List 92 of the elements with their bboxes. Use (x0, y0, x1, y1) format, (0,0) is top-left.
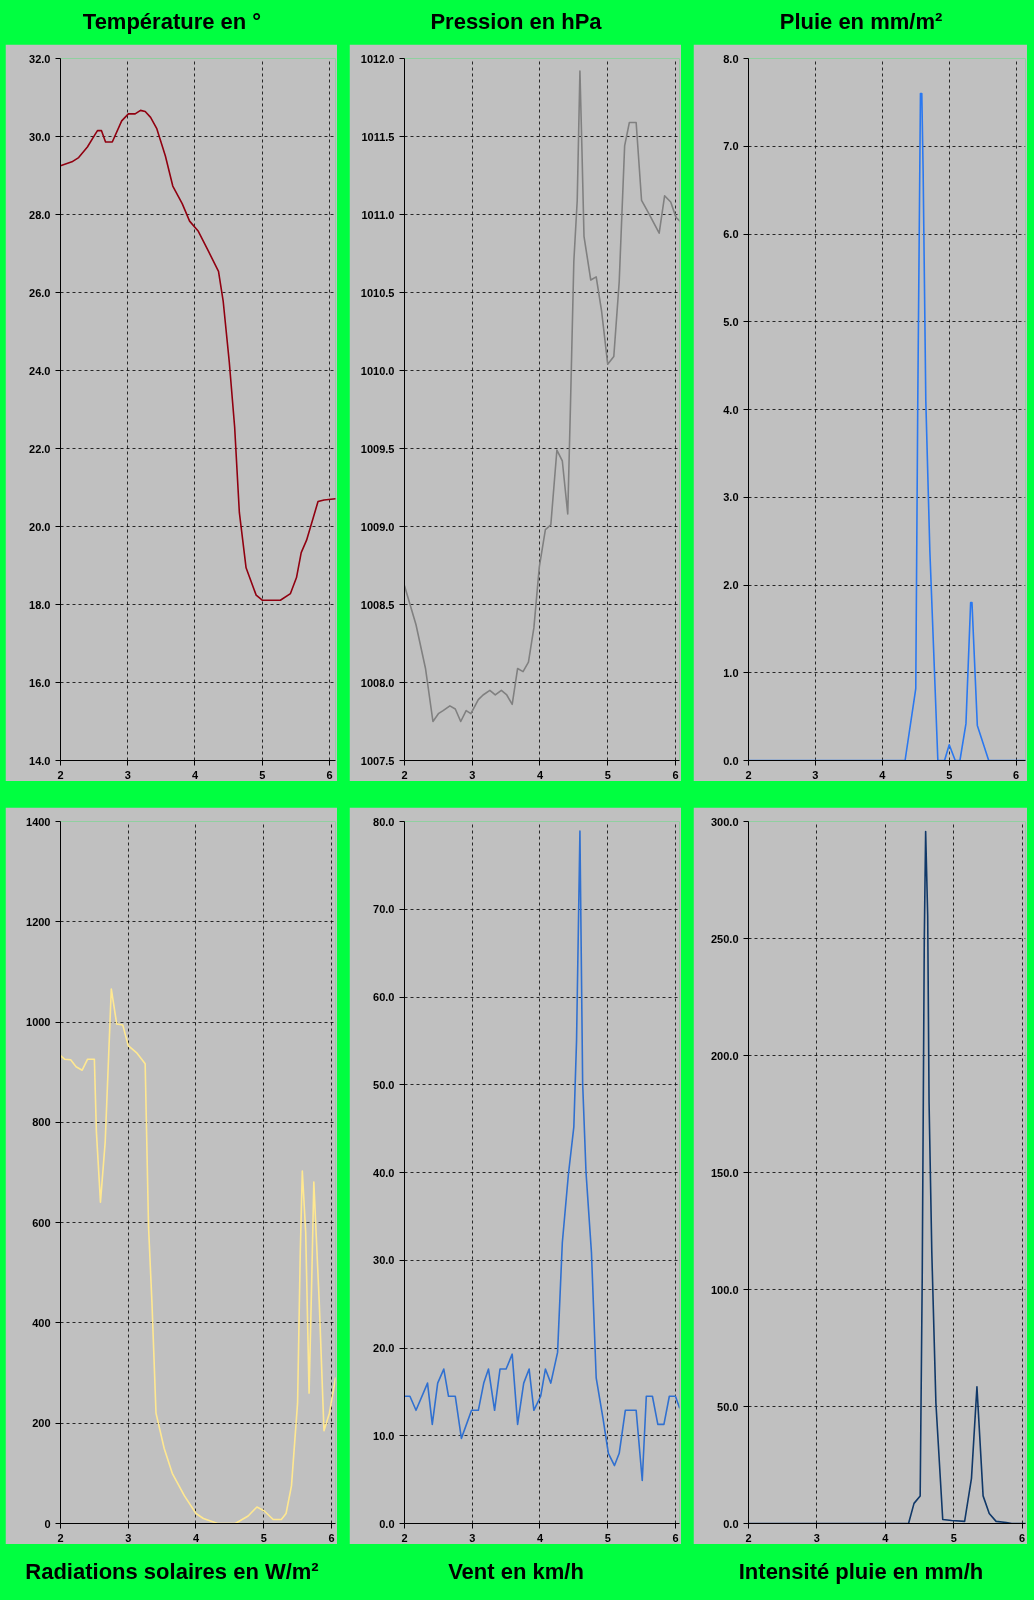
y-tick-label: 100.0 (710, 1283, 739, 1296)
x-tick-label: 4 (536, 1531, 544, 1544)
x-tick-label: 3 (124, 768, 131, 781)
x-tick-label: 5 (260, 1531, 267, 1544)
x-tick-label: 6 (326, 768, 333, 781)
y-tick-label: 300.0 (710, 815, 739, 828)
x-tick-label: 3 (813, 1531, 820, 1544)
text: Vent en km/h (448, 1558, 584, 1586)
y-tick-label: 150.0 (710, 1166, 739, 1179)
y-tick-label: 1011.0 (361, 208, 395, 221)
x-tick-label: 6 (672, 1531, 679, 1544)
y-tick-label: 16.0 (29, 676, 51, 689)
y-tick-label: 200.0 (710, 1049, 739, 1062)
y-tick-label: 6.0 (723, 228, 739, 240)
line-series (404, 830, 680, 1482)
y-tick-label: 60.0 (373, 991, 395, 1003)
y-tick-label: 28.0 (29, 208, 51, 221)
text: Radiations solaires en W/m² (25, 1558, 319, 1586)
y-tick-label: 20.0 (373, 1342, 395, 1354)
y-tick-label: 1200 (26, 915, 51, 928)
y-tick-label: 50.0 (373, 1078, 395, 1091)
line-series (404, 70, 680, 723)
y-tick-label: 200 (32, 1417, 51, 1430)
y-tick-label: 1012.0 (360, 52, 395, 65)
y-tick-label: 32.0 (29, 52, 51, 65)
x-tick-label: 4 (882, 1531, 890, 1544)
x-tick-label: 2 (401, 1531, 408, 1544)
y-tick-label: 1011.5 (361, 130, 395, 143)
x-tick-label: 5 (604, 768, 611, 781)
y-tick-label: 2.0 (723, 579, 739, 591)
x-tick-label: 6 (1019, 1531, 1026, 1544)
x-tick-label: 4 (191, 768, 199, 781)
x-tick-label: 5 (950, 1531, 957, 1544)
y-tick-label: 3.0 (723, 491, 739, 504)
x-tick-label: 2 (745, 768, 752, 781)
y-tick-label: 80.0 (373, 815, 395, 828)
line-series (60, 109, 336, 602)
y-tick-label: 26.0 (29, 286, 51, 299)
y-tick-label: 7.0 (723, 140, 739, 153)
y-tick-label: 250.0 (710, 932, 739, 945)
y-tick-label: 24.0 (29, 364, 51, 377)
y-tick-label: 1010.5 (360, 286, 395, 299)
text: Intensité pluie en mm/h (738, 1558, 984, 1586)
y-tick-label: 1009.0 (360, 520, 395, 533)
y-tick-label: 10.0 (373, 1429, 395, 1442)
y-tick-label: 0.0 (723, 1517, 739, 1530)
x-tick-label: 6 (328, 1531, 335, 1544)
x-tick-label: 4 (192, 1531, 200, 1544)
x-tick-label: 5 (946, 768, 953, 781)
y-tick-label: 1000 (26, 1016, 51, 1029)
x-tick-label: 2 (401, 768, 408, 781)
y-tick-label: 5.0 (723, 315, 739, 328)
y-tick-label: 0.0 (379, 1517, 395, 1530)
y-tick-label: 0 (44, 1517, 51, 1530)
y-tick-label: 600 (32, 1216, 51, 1229)
y-tick-label: 0.0 (723, 754, 739, 767)
y-tick-label: 1008.0 (360, 676, 395, 689)
x-tick-label: 3 (469, 1531, 476, 1544)
y-tick-label: 1.0 (723, 666, 739, 679)
y-tick-label: 22.0 (29, 442, 51, 455)
y-tick-label: 70.0 (373, 903, 395, 916)
y-tick-label: 1400 (26, 815, 51, 828)
y-tick-label: 18.0 (29, 598, 51, 611)
y-tick-label: 1007.5 (360, 754, 395, 767)
y-tick-label: 800 (32, 1116, 51, 1129)
x-tick-label: 3 (125, 1531, 132, 1544)
chart-title: Pluie en mm/m² (779, 8, 943, 36)
y-tick-label: 40.0 (373, 1166, 395, 1179)
x-tick-label: 4 (879, 768, 887, 781)
x-tick-label: 6 (672, 768, 679, 781)
y-tick-label: 1009.5 (360, 442, 395, 455)
y-tick-label: 1010.0 (360, 364, 395, 377)
x-tick-label: 2 (57, 1531, 64, 1544)
y-tick-label: 4.0 (723, 403, 739, 416)
chart-title: Pression en hPa (430, 8, 602, 36)
x-tick-label: 6 (1013, 768, 1020, 781)
y-tick-label: 30.0 (373, 1254, 395, 1267)
x-tick-label: 5 (604, 1531, 611, 1544)
y-tick-label: 400 (32, 1316, 51, 1329)
chart-title: Température en ° (82, 8, 262, 36)
y-tick-label: 1008.5 (360, 598, 395, 611)
y-tick-label: 30.0 (29, 130, 51, 143)
y-tick-label: 20.0 (29, 520, 51, 533)
x-tick-label: 2 (745, 1531, 752, 1544)
y-tick-label: 50.0 (717, 1400, 739, 1413)
x-tick-label: 4 (536, 768, 544, 781)
x-tick-label: 2 (57, 768, 64, 781)
y-tick-label: 14.0 (29, 754, 51, 767)
y-tick-label: 8.0 (723, 52, 739, 65)
x-tick-label: 3 (812, 768, 819, 781)
x-tick-label: 3 (469, 768, 476, 781)
x-tick-label: 5 (259, 768, 266, 781)
